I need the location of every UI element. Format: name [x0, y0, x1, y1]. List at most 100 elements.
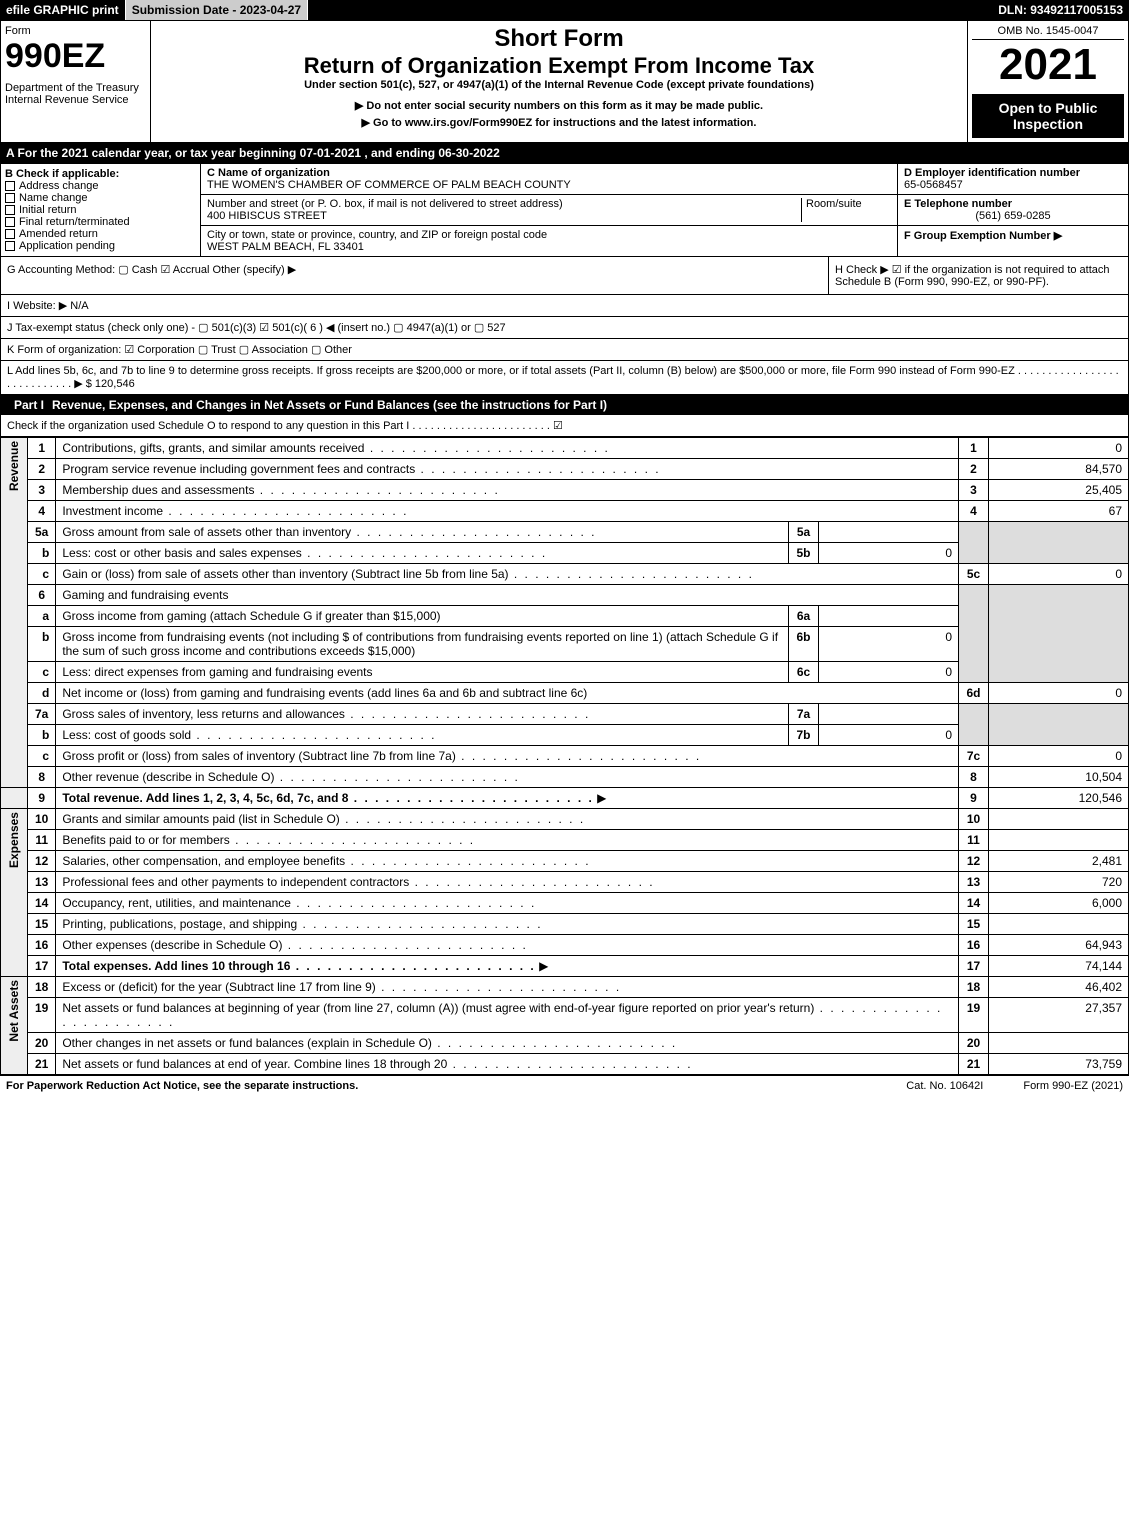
ln-5a: 5a: [28, 522, 56, 543]
f-label: F Group Exemption Number ▶: [904, 229, 1122, 242]
form-number: 990EZ: [5, 37, 146, 76]
box-6b: 6b: [789, 627, 819, 662]
num-10: 10: [959, 809, 989, 830]
ln-18: 18: [28, 977, 56, 998]
opt-name-change[interactable]: Name change: [19, 192, 88, 204]
desc-21: Net assets or fund balances at end of ye…: [62, 1057, 692, 1071]
bval-7b: 0: [819, 725, 959, 746]
amt-1: 0: [989, 438, 1129, 459]
bval-6c: 0: [819, 662, 959, 683]
ln-19: 19: [28, 998, 56, 1033]
desc-16: Other expenses (describe in Schedule O): [62, 938, 528, 952]
num-7c: 7c: [959, 746, 989, 767]
ln-16: 16: [28, 935, 56, 956]
desc-20: Other changes in net assets or fund bala…: [62, 1036, 677, 1050]
desc-5b: Less: cost or other basis and sales expe…: [62, 546, 547, 560]
ln-5c: c: [28, 564, 56, 585]
ln-6b: b: [28, 627, 56, 662]
bval-5a: [819, 522, 959, 543]
desc-8: Other revenue (describe in Schedule O): [62, 770, 519, 784]
amt-20: [989, 1033, 1129, 1054]
ein: 65-0568457: [904, 179, 1122, 191]
box-5b: 5b: [789, 543, 819, 564]
desc-6a: Gross income from gaming (attach Schedul…: [56, 606, 789, 627]
desc-6b: Gross income from fundraising events (no…: [56, 627, 789, 662]
desc-7b: Less: cost of goods sold: [62, 728, 436, 742]
submission-date: Submission Date - 2023-04-27: [126, 0, 308, 20]
ln-10: 10: [28, 809, 56, 830]
schedule-b-check: H Check ▶ ☑ if the organization is not r…: [828, 257, 1128, 294]
num-15: 15: [959, 914, 989, 935]
bval-6a: [819, 606, 959, 627]
part-1-header: Part I Revenue, Expenses, and Changes in…: [0, 395, 1129, 415]
box-7a: 7a: [789, 704, 819, 725]
desc-9: Total revenue. Add lines 1, 2, 3, 4, 5c,…: [62, 791, 593, 805]
box-7b: 7b: [789, 725, 819, 746]
amt-11: [989, 830, 1129, 851]
box-6c: 6c: [789, 662, 819, 683]
opt-address-change[interactable]: Address change: [19, 180, 99, 192]
amt-9: 120,546: [989, 788, 1129, 809]
box-5a: 5a: [789, 522, 819, 543]
accounting-method: G Accounting Method: ▢ Cash ☑ Accrual Ot…: [1, 257, 828, 294]
box-b-title: B Check if applicable:: [5, 168, 196, 180]
c-street-label: Number and street (or P. O. box, if mail…: [207, 198, 801, 210]
desc-11: Benefits paid to or for members: [62, 833, 475, 847]
d-label: D Employer identification number: [904, 167, 1122, 179]
omb-number: OMB No. 1545-0047: [972, 25, 1124, 40]
desc-3: Membership dues and assessments: [62, 483, 499, 497]
amt-15: [989, 914, 1129, 935]
num-21: 21: [959, 1054, 989, 1075]
ln-21: 21: [28, 1054, 56, 1075]
opt-initial-return[interactable]: Initial return: [19, 204, 76, 216]
ln-7a: 7a: [28, 704, 56, 725]
opt-amended-return[interactable]: Amended return: [19, 228, 98, 240]
row-k-form-org: K Form of organization: ☑ Corporation ▢ …: [0, 339, 1129, 361]
box-c: C Name of organization THE WOMEN'S CHAMB…: [201, 164, 898, 256]
bval-5b: 0: [819, 543, 959, 564]
dept-treasury: Department of the Treasury Internal Reve…: [5, 82, 146, 106]
desc-1: Contributions, gifts, grants, and simila…: [62, 441, 610, 455]
num-9: 9: [959, 788, 989, 809]
under-section: Under section 501(c), 527, or 4947(a)(1)…: [155, 79, 963, 91]
desc-19: Net assets or fund balances at beginning…: [62, 1001, 942, 1029]
amt-8: 10,504: [989, 767, 1129, 788]
return-title: Return of Organization Exempt From Incom…: [155, 53, 963, 79]
num-16: 16: [959, 935, 989, 956]
e-label: E Telephone number: [904, 198, 1122, 210]
amt-16: 64,943: [989, 935, 1129, 956]
org-name: THE WOMEN'S CHAMBER OF COMMERCE OF PALM …: [207, 179, 891, 191]
num-14: 14: [959, 893, 989, 914]
desc-7c: Gross profit or (loss) from sales of inv…: [62, 749, 701, 763]
num-18: 18: [959, 977, 989, 998]
amt-12: 2,481: [989, 851, 1129, 872]
goto-link[interactable]: ▶ Go to www.irs.gov/Form990EZ for instru…: [155, 116, 963, 129]
opt-application-pending[interactable]: Application pending: [19, 240, 115, 252]
opt-final-return[interactable]: Final return/terminated: [19, 216, 130, 228]
org-city: WEST PALM BEACH, FL 33401: [207, 241, 891, 253]
box-def: D Employer identification number 65-0568…: [898, 164, 1128, 256]
dln: DLN: 93492117005153: [992, 0, 1129, 20]
row-gh: G Accounting Method: ▢ Cash ☑ Accrual Ot…: [0, 257, 1129, 295]
desc-14: Occupancy, rent, utilities, and maintena…: [62, 896, 536, 910]
tax-year: 2021: [972, 40, 1124, 90]
desc-5c: Gain or (loss) from sale of assets other…: [62, 567, 754, 581]
ln-13: 13: [28, 872, 56, 893]
desc-5a: Gross amount from sale of assets other t…: [62, 525, 596, 539]
row-l-gross-receipts: L Add lines 5b, 6c, and 7b to line 9 to …: [0, 361, 1129, 395]
num-1: 1: [959, 438, 989, 459]
ln-7b: b: [28, 725, 56, 746]
amt-6d: 0: [989, 683, 1129, 704]
footer-cat-no: Cat. No. 10642I: [906, 1080, 983, 1092]
amt-10: [989, 809, 1129, 830]
num-20: 20: [959, 1033, 989, 1054]
org-street: 400 HIBISCUS STREET: [207, 210, 801, 222]
num-8: 8: [959, 767, 989, 788]
expenses-side-label: Expenses: [7, 812, 21, 868]
section-a: A For the 2021 calendar year, or tax yea…: [0, 143, 1129, 163]
desc-4: Investment income: [62, 504, 408, 518]
num-2: 2: [959, 459, 989, 480]
top-bar: efile GRAPHIC print Submission Date - 20…: [0, 0, 1129, 20]
box-6a: 6a: [789, 606, 819, 627]
ln-15: 15: [28, 914, 56, 935]
